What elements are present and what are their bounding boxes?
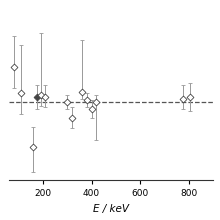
X-axis label: E / keV: E / keV <box>93 204 129 214</box>
